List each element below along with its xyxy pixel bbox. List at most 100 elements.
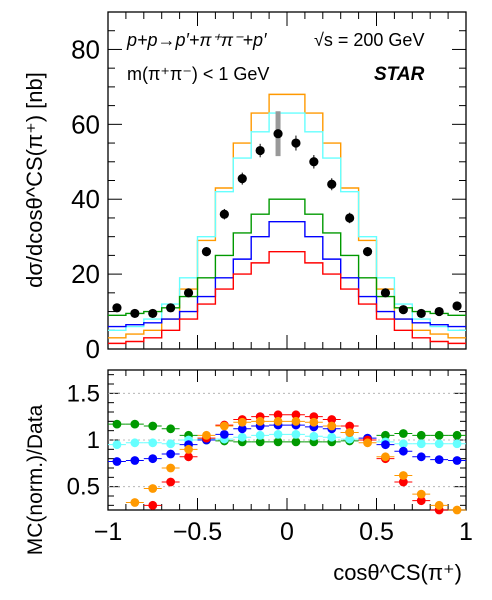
bottom-x-tick-label: 1 — [459, 518, 473, 546]
annotation-experiment: STAR — [374, 64, 425, 85]
mc-histogram-4 — [108, 252, 466, 344]
ratio-point-0 — [453, 431, 462, 440]
ratio-point-1 — [292, 430, 301, 439]
ratio-point-1 — [166, 439, 175, 448]
bottom-y-tick-label: 1.5 — [67, 380, 100, 407]
data-point — [399, 305, 408, 314]
ratio-point-4 — [417, 490, 426, 499]
ratio-point-4 — [202, 431, 211, 440]
ratio-point-0 — [166, 424, 175, 433]
top-y-tick-label: 80 — [71, 34, 100, 64]
bottom-gridlines — [108, 393, 466, 486]
top-data-points — [112, 111, 461, 318]
top-y-tick-label: 20 — [71, 259, 100, 289]
data-point — [345, 213, 354, 222]
data-point — [256, 146, 265, 155]
ratio-point-4 — [399, 471, 408, 480]
ratio-point-3 — [148, 501, 157, 510]
top-panel-frame — [108, 12, 466, 349]
ratio-point-4 — [220, 422, 229, 431]
ratio-point-1 — [435, 439, 444, 448]
bottom-y-tick-label: 1 — [87, 427, 100, 454]
bottom-axis-ticks: 0.5 1 1.5 −1 −0.5 0 0.5 1 — [67, 370, 473, 546]
top-y-tick-label: 60 — [71, 109, 100, 139]
ratio-point-2 — [417, 452, 426, 461]
top-histograms — [108, 94, 466, 343]
data-point — [220, 210, 229, 219]
ratio-point-4 — [184, 445, 193, 454]
bottom-x-axis-title: cosθ^CS(π⁺) — [333, 560, 462, 585]
ratio-point-2 — [166, 450, 175, 459]
ratio-point-4 — [148, 484, 157, 493]
ratio-point-1 — [274, 430, 283, 439]
top-y-axis-title: dσ/dcosθ^CS(π⁺) [nb] — [22, 72, 47, 288]
ratio-point-1 — [309, 432, 318, 441]
data-point — [273, 129, 282, 138]
annotation-sqrt-s: √s = 200 GeV — [314, 30, 424, 50]
ratio-point-4 — [327, 422, 336, 431]
ratio-point-4 — [309, 418, 318, 427]
ratio-point-4 — [256, 417, 265, 426]
ratio-point-1 — [453, 439, 462, 448]
mc-histogram-2 — [108, 199, 466, 315]
ratio-point-0 — [417, 431, 426, 440]
ratio-point-4 — [130, 498, 139, 507]
data-point — [435, 307, 444, 316]
data-point — [184, 288, 193, 297]
ratio-point-1 — [417, 439, 426, 448]
data-point — [327, 180, 336, 189]
ratio-point-2 — [130, 456, 139, 465]
data-point — [202, 247, 211, 256]
ratio-point-4 — [238, 418, 247, 427]
ratio-point-2 — [220, 430, 229, 439]
bottom-x-tick-label: −0.5 — [173, 518, 222, 546]
bottom-x-tick-label: 0 — [280, 518, 294, 546]
ratio-point-1 — [130, 438, 139, 447]
annotation-process: p+p→p′+π⁺π⁻+p′ — [126, 30, 267, 50]
ratio-point-2 — [148, 454, 157, 463]
bottom-x-tick-label: −1 — [94, 518, 123, 546]
data-point — [417, 309, 426, 318]
ratio-point-1 — [327, 433, 336, 442]
ratio-point-0 — [399, 429, 408, 438]
data-point — [381, 288, 390, 297]
mc-histogram-0 — [108, 94, 466, 337]
data-point — [166, 303, 175, 312]
data-point — [112, 303, 121, 312]
ratio-point-0 — [148, 422, 157, 431]
bottom-x-tick-label: 0.5 — [359, 518, 394, 546]
ratio-point-2 — [113, 457, 122, 466]
ratio-point-4 — [292, 417, 301, 426]
data-point — [363, 247, 372, 256]
data-point — [452, 301, 461, 310]
ratio-point-2 — [435, 455, 444, 464]
data-point — [148, 309, 157, 318]
ratio-point-4 — [453, 506, 462, 515]
ratio-point-0 — [113, 420, 122, 429]
bottom-y-tick-label: 0.5 — [67, 474, 100, 501]
ratio-point-2 — [453, 456, 462, 465]
bottom-y-axis-title: MC(norm.)/Data — [24, 404, 47, 555]
ratio-point-2 — [399, 447, 408, 456]
ratio-point-1 — [148, 438, 157, 447]
ratio-point-3 — [166, 478, 175, 487]
annotation-mass-cut: m(π⁺π⁻) < 1 GeV — [127, 64, 269, 84]
ratio-point-4 — [363, 438, 372, 447]
data-point — [130, 309, 139, 318]
data-point — [309, 157, 318, 166]
data-point — [238, 174, 247, 183]
ratio-point-4 — [381, 452, 390, 461]
ratio-point-0 — [435, 431, 444, 440]
ratio-point-1 — [238, 433, 247, 442]
top-y-tick-label: 40 — [71, 184, 100, 214]
ratio-point-2 — [381, 440, 390, 449]
ratio-point-4 — [435, 501, 444, 510]
ratio-point-1 — [113, 440, 122, 449]
data-point — [291, 138, 300, 147]
ratio-point-0 — [130, 420, 139, 429]
ratio-point-1 — [256, 431, 265, 440]
top-y-tick-label: 0 — [86, 334, 100, 364]
ratio-point-4 — [345, 428, 354, 437]
ratio-point-4 — [166, 464, 175, 473]
